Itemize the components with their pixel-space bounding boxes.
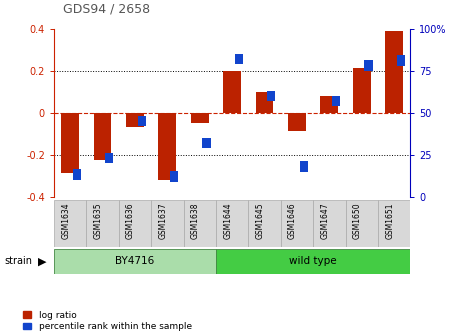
Text: GSM1635: GSM1635 [93, 202, 103, 239]
Bar [126, 113, 144, 127]
Bar [385, 31, 403, 113]
Text: GSM1650: GSM1650 [353, 202, 362, 239]
Text: ▶: ▶ [38, 256, 46, 266]
Text: strain: strain [5, 256, 33, 266]
Bar [256, 92, 273, 113]
Bar [320, 96, 338, 113]
Bar [364, 60, 372, 71]
Bar [288, 113, 306, 131]
Bar [86, 200, 119, 247]
Bar [281, 200, 313, 247]
Text: BY4716: BY4716 [115, 256, 155, 266]
Bar [216, 249, 410, 274]
Bar [235, 53, 243, 64]
Text: GSM1634: GSM1634 [61, 202, 70, 239]
Text: wild type: wild type [289, 256, 337, 266]
Text: GSM1651: GSM1651 [385, 202, 394, 239]
Bar [378, 200, 410, 247]
Bar [223, 71, 241, 113]
Bar [267, 90, 275, 101]
Bar [151, 200, 183, 247]
Text: GSM1636: GSM1636 [126, 202, 135, 239]
Text: GSM1647: GSM1647 [320, 202, 329, 239]
Bar [191, 113, 209, 123]
Bar [216, 200, 249, 247]
Text: GSM1637: GSM1637 [159, 202, 167, 239]
Bar [119, 200, 151, 247]
Text: GSM1638: GSM1638 [191, 202, 200, 239]
Bar [249, 200, 281, 247]
Legend: log ratio, percentile rank within the sample: log ratio, percentile rank within the sa… [23, 311, 192, 332]
Bar [61, 113, 79, 173]
Bar [300, 161, 308, 172]
Bar [54, 200, 86, 247]
Bar [353, 69, 371, 113]
Text: GSM1646: GSM1646 [288, 202, 297, 239]
Bar [203, 137, 211, 148]
Bar [313, 200, 346, 247]
Bar [105, 153, 113, 163]
Text: GDS94 / 2658: GDS94 / 2658 [63, 2, 151, 15]
Bar [73, 169, 81, 180]
Bar [137, 116, 146, 126]
Bar [170, 171, 178, 182]
Bar [346, 200, 378, 247]
Bar [159, 113, 176, 180]
Bar [397, 55, 405, 66]
Text: GSM1644: GSM1644 [223, 202, 232, 239]
Bar [54, 249, 216, 274]
Bar [183, 200, 216, 247]
Bar [332, 95, 340, 106]
Bar [94, 113, 112, 160]
Text: GSM1645: GSM1645 [256, 202, 265, 239]
